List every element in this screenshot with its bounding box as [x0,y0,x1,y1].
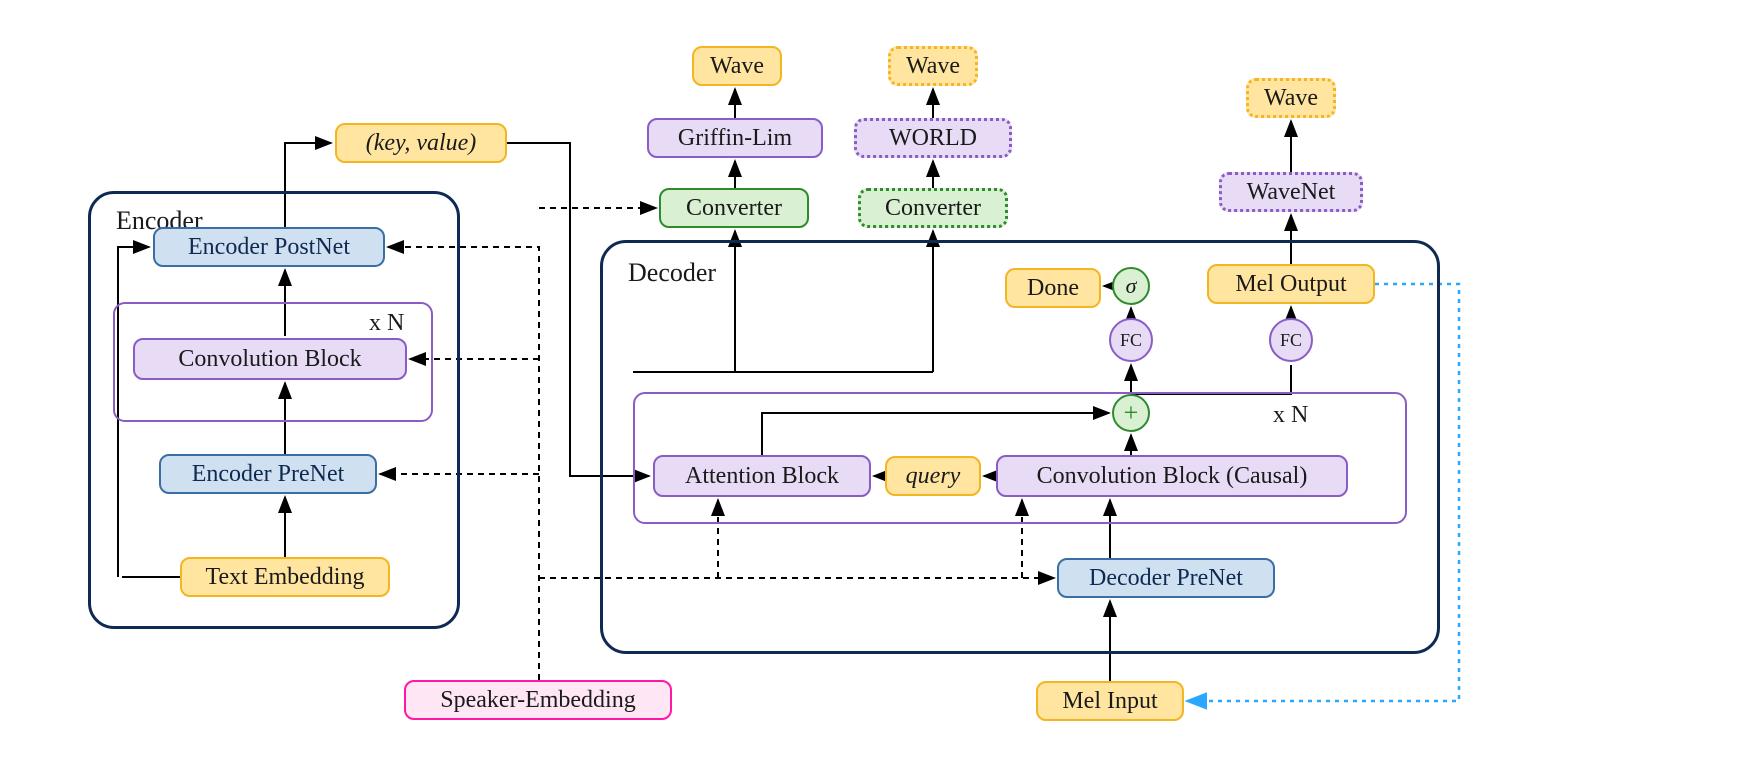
decoder-repeat-label: x N [1273,402,1308,429]
griffin-wave: Wave [692,46,782,86]
attention-block: Attention Block [653,455,871,497]
decoder-convblk: Convolution Block (Causal) [996,455,1348,497]
plus-circle: + [1112,394,1150,432]
kv-label: (key, value) [335,123,507,163]
fc-right: FC [1269,318,1313,362]
encoder-prenet: Encoder PreNet [159,454,377,494]
griffin-lim: Griffin-Lim [647,118,823,158]
world-wave: Wave [888,46,978,86]
world-converter: Converter [858,188,1008,228]
wavenet: WaveNet [1219,172,1363,212]
done-label: Done [1005,268,1101,308]
speaker-embedding: Speaker-Embedding [404,680,672,720]
query-label: query [885,456,981,496]
griffin-converter: Converter [659,188,809,228]
fc-left: FC [1109,318,1153,362]
encoder-postnet: Encoder PostNet [153,227,385,267]
decoder-container-title: Decoder [628,258,716,288]
decoder-prenet: Decoder PreNet [1057,558,1275,598]
mel-output: Mel Output [1207,264,1375,304]
world: WORLD [854,118,1012,158]
text-embedding: Text Embedding [180,557,390,597]
sigma-circle: σ [1112,267,1150,305]
encoder-convblk: Convolution Block [133,338,407,380]
wavenet-wave: Wave [1246,78,1336,118]
encoder-repeat-label: x N [369,310,404,337]
mel-input: Mel Input [1036,681,1184,721]
